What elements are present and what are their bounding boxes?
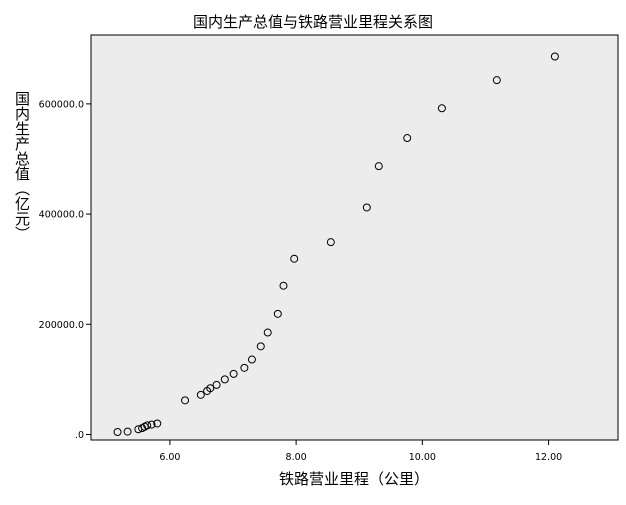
- scatter-point: [290, 254, 299, 263]
- scatter-point: [181, 396, 190, 405]
- scatter-point: [437, 104, 446, 113]
- axis-ticks: 6.00 8.00 10.00 12.00 .0 200000.0 400000.0 6000…: [39, 99, 563, 463]
- scatter-point: [220, 375, 229, 384]
- scatter-point: [362, 203, 371, 212]
- scatter-point: [147, 420, 156, 429]
- scatter-point: [403, 134, 412, 143]
- scatter-point: [196, 390, 205, 399]
- scatter-point: [326, 238, 335, 247]
- y-axis-label: 国内生产总值（亿元）: [13, 91, 31, 241]
- data-points: [113, 52, 559, 437]
- chart-title: 国内生产总值与铁路营业里程关系图: [193, 13, 433, 31]
- y-tick-label: 600000.0: [39, 99, 84, 110]
- scatter-point: [113, 428, 122, 437]
- scatter-point: [374, 162, 383, 171]
- x-tick-label: 12.00: [535, 452, 562, 463]
- scatter-point: [279, 281, 288, 290]
- scatter-point: [492, 76, 501, 85]
- scatter-point: [212, 380, 221, 389]
- scatter-point: [550, 52, 559, 61]
- x-tick-label: 8.00: [286, 452, 307, 463]
- y-tick-label: 400000.0: [39, 210, 84, 221]
- y-tick-label: 200000.0: [39, 320, 84, 331]
- y-tick-label: .0: [75, 430, 84, 441]
- scatter-point: [123, 427, 132, 436]
- scatter-point: [143, 421, 152, 430]
- scatter-point: [240, 363, 249, 372]
- scatter-point: [256, 342, 265, 351]
- scatter-point: [206, 384, 215, 393]
- x-tick-label: 10.00: [409, 452, 436, 463]
- plot-area: [90, 34, 619, 441]
- x-tick-label: 6.00: [159, 452, 180, 463]
- scatter-point: [263, 328, 272, 337]
- scatter-point: [273, 309, 282, 318]
- x-axis-label: 铁路营业里程（公里）: [279, 470, 429, 488]
- scatter-point: [247, 355, 256, 364]
- scatter-point: [229, 369, 238, 378]
- scatter-point: [153, 419, 162, 428]
